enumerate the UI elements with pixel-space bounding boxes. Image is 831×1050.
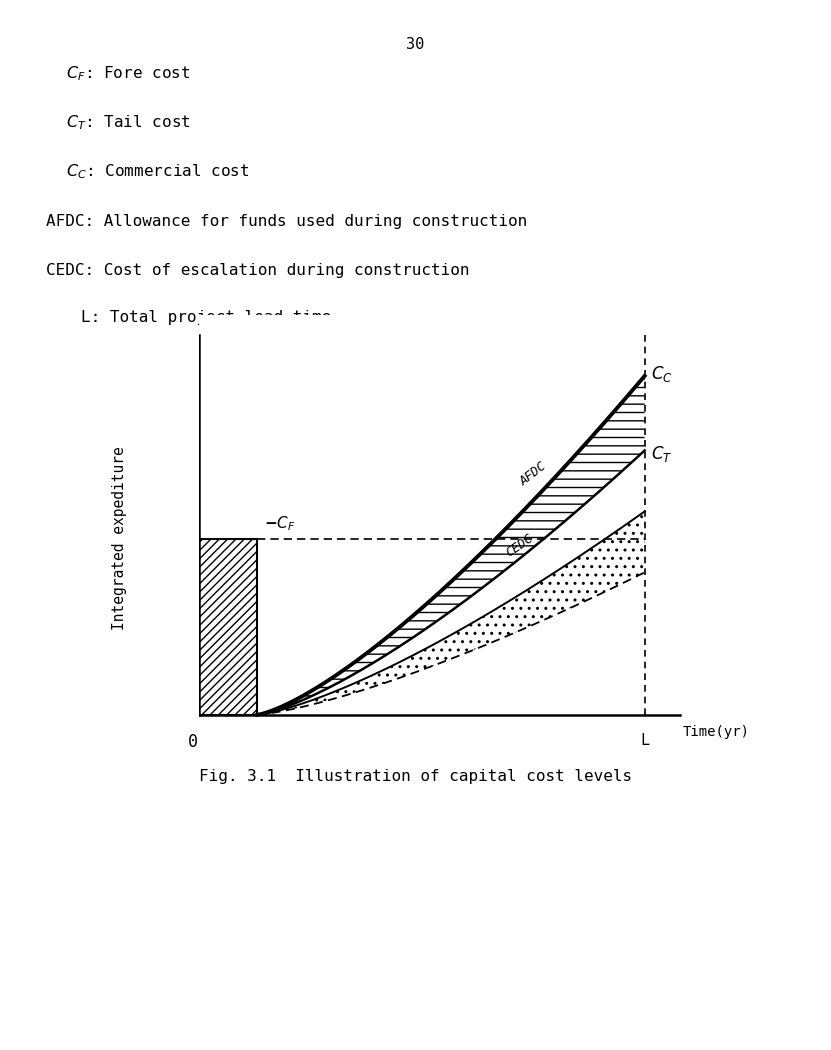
Text: $\mathbf{-}C_F$: $\mathbf{-}C_F$	[264, 514, 296, 533]
Text: $C_C$: Commercial cost: $C_C$: Commercial cost	[66, 162, 250, 181]
Text: Time(yr): Time(yr)	[682, 724, 750, 739]
Text: AFDC: Allowance for funds used during construction: AFDC: Allowance for funds used during co…	[46, 214, 527, 229]
Text: 0: 0	[189, 733, 199, 752]
Text: 30: 30	[406, 37, 425, 51]
Text: CEDC: CEDC	[504, 531, 536, 560]
Bar	[199, 539, 258, 715]
Text: $C_T$: Tail cost: $C_T$: Tail cost	[66, 113, 191, 131]
Text: $C_F$: Fore cost: $C_F$: Fore cost	[66, 64, 191, 83]
Text: Integrated expediture: Integrated expediture	[112, 446, 127, 630]
Text: $C_C$: $C_C$	[652, 364, 673, 384]
Text: Fig. 3.1  Illustration of capital cost levels: Fig. 3.1 Illustration of capital cost le…	[199, 769, 632, 783]
Text: $C_T$: $C_T$	[652, 444, 673, 464]
Text: AFDC: AFDC	[518, 460, 549, 488]
Text: L: L	[640, 733, 649, 749]
Text: L: Total project lead time: L: Total project lead time	[81, 310, 332, 324]
Text: CEDC: Cost of escalation during construction: CEDC: Cost of escalation during construc…	[46, 264, 470, 278]
